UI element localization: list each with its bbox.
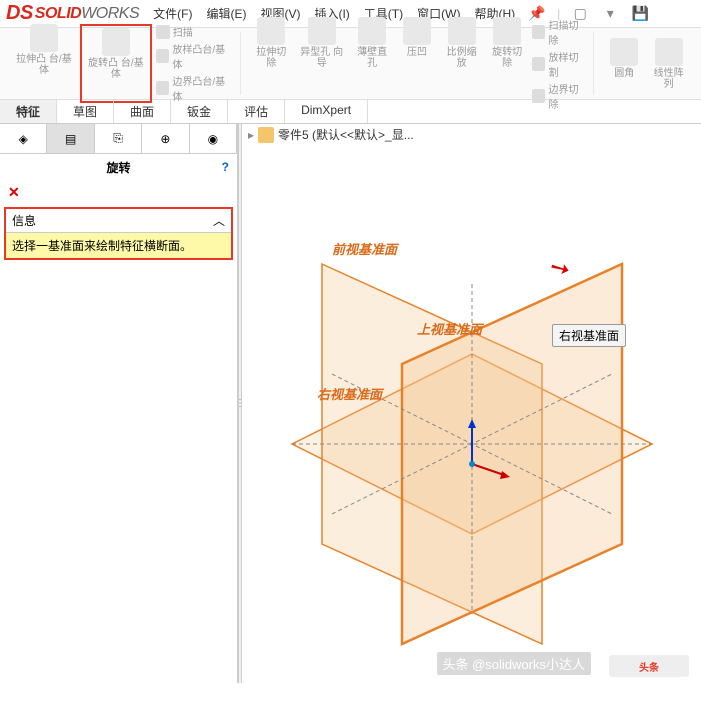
- main-area: ◈ ▤ ⎘ ⊕ ◉ 旋转 ? ✕ 信息 ︿ 选择一基准面来绘制特征横断面。 ▸ …: [0, 124, 701, 683]
- right-plane-label: 右视基准面: [317, 384, 382, 403]
- plane-tooltip: 右视基准面: [552, 324, 626, 347]
- reference-planes: [252, 164, 701, 664]
- ribbon-group-boss: 拉伸凸 台/基体 旋转凸 台/基体 扫描 放样凸台/基体 边界凸台/基体: [6, 32, 241, 95]
- open-icon[interactable]: ▾: [600, 4, 620, 24]
- panel-tab-dim[interactable]: ⊕: [142, 124, 189, 153]
- loft-cut-button[interactable]: 放样切割: [532, 49, 587, 79]
- watermark-text: 头条 @solidworks小达人: [437, 652, 592, 675]
- sweep-button[interactable]: 扫描: [156, 24, 234, 39]
- panel-tab-tree[interactable]: ◈: [0, 124, 47, 153]
- revolve-cut-button[interactable]: 旋转切 除: [486, 17, 528, 111]
- extrude-boss-button[interactable]: 拉伸凸 台/基体: [12, 24, 76, 103]
- fillet-button[interactable]: 圆角: [604, 38, 644, 90]
- tab-evaluate[interactable]: 评估: [228, 100, 285, 123]
- graphics-viewport[interactable]: ▸ 零件5 (默认<<默认>_显... 前视基准面 上视基准面: [242, 124, 701, 683]
- tab-features[interactable]: 特征: [0, 100, 57, 123]
- extrude-cut-button[interactable]: 拉伸切 除: [251, 17, 293, 111]
- ribbon-group-cut: 拉伸切 除 异型孔 向导 薄壁直 孔 压凹 比例缩 放 旋转切 除 扫描切除 放…: [245, 32, 595, 95]
- panel-tab-property[interactable]: ▤: [47, 124, 94, 153]
- property-panel-header: 旋转 ?: [0, 154, 237, 180]
- front-plane-label: 前视基准面: [332, 239, 397, 258]
- command-tabs: 特征 草图 曲面 钣金 评估 DimXpert: [0, 100, 701, 124]
- tab-surfaces[interactable]: 曲面: [114, 100, 171, 123]
- revolve-boss-button[interactable]: 旋转凸 台/基体: [80, 24, 152, 103]
- breadcrumb-arrow-icon[interactable]: ▸: [248, 128, 254, 142]
- info-message: 选择一基准面来绘制特征横断面。: [6, 233, 231, 258]
- boundary-cut-button[interactable]: 边界切除: [532, 81, 587, 111]
- collapse-icon[interactable]: ︿: [213, 212, 225, 229]
- info-section: 信息 ︿ 选择一基准面来绘制特征横断面。: [4, 207, 233, 260]
- panel-tab-config[interactable]: ⎘: [95, 124, 142, 153]
- pattern-button[interactable]: 线性阵 列: [648, 38, 689, 90]
- top-plane-label: 上视基准面: [417, 319, 482, 338]
- boundary-button[interactable]: 边界凸台/基体: [156, 73, 234, 103]
- sweep-cut-button[interactable]: 扫描切除: [532, 17, 587, 47]
- breadcrumb-part[interactable]: 零件5 (默认<<默认>_显...: [278, 126, 414, 143]
- tab-sketch[interactable]: 草图: [57, 100, 114, 123]
- feature-manager-panel: ◈ ▤ ⎘ ⊕ ◉ 旋转 ? ✕ 信息 ︿ 选择一基准面来绘制特征横断面。: [0, 124, 238, 683]
- menu-edit[interactable]: 编辑(E): [206, 5, 246, 22]
- brand-solid: SOLID: [35, 5, 81, 23]
- brand-works: WORKS: [81, 5, 139, 23]
- tab-dimxpert[interactable]: DimXpert: [285, 100, 368, 123]
- info-title-text: 信息: [12, 212, 36, 229]
- help-icon[interactable]: ?: [222, 160, 229, 174]
- scale-button[interactable]: 比例缩 放: [441, 17, 483, 111]
- panel-title: 旋转: [106, 159, 130, 176]
- tab-sheetmetal[interactable]: 钣金: [171, 100, 228, 123]
- hole-wizard-button[interactable]: 异型孔 向导: [296, 17, 347, 111]
- breadcrumb: ▸ 零件5 (默认<<默认>_显...: [248, 126, 414, 143]
- cancel-button[interactable]: ✕: [0, 180, 237, 205]
- part-icon: [258, 127, 274, 143]
- ribbon-group-feature: 圆角 线性阵 列: [598, 32, 695, 95]
- pressfit-button[interactable]: 压凹: [397, 17, 437, 111]
- panel-tab-appearance[interactable]: ◉: [190, 124, 237, 153]
- loft-button[interactable]: 放样凸台/基体: [156, 41, 234, 71]
- panel-tabs: ◈ ▤ ⎘ ⊕ ◉: [0, 124, 237, 154]
- save-icon[interactable]: 💾: [630, 4, 650, 24]
- watermark-logo: 头条: [609, 655, 689, 677]
- app-logo: DS SOLIDWORKS: [6, 2, 139, 25]
- menu-file[interactable]: 文件(F): [153, 5, 192, 22]
- thin-cut-button[interactable]: 薄壁直 孔: [351, 17, 393, 111]
- ribbon: 拉伸凸 台/基体 旋转凸 台/基体 扫描 放样凸台/基体 边界凸台/基体 拉伸切…: [0, 28, 701, 100]
- info-header[interactable]: 信息 ︿: [6, 209, 231, 233]
